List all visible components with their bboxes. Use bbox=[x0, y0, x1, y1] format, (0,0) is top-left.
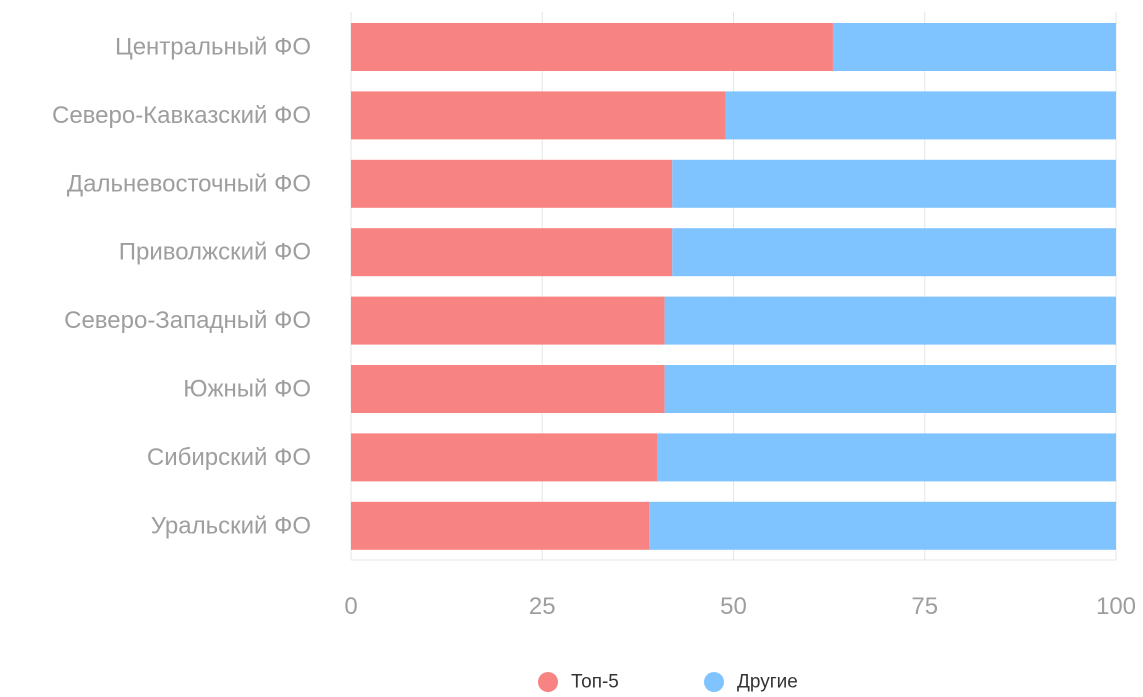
bar-other[interactable] bbox=[832, 23, 1116, 71]
category-labels: Центральный ФО Северо-Кавказский ФО Дальне… bbox=[52, 34, 311, 540]
bar-top5[interactable] bbox=[351, 228, 673, 277]
category-label: Северо-Кавказский ФО bbox=[52, 102, 311, 129]
legend-item[interactable]: Другие bbox=[704, 672, 798, 693]
x-tick-label: 75 bbox=[911, 593, 938, 620]
bar-other[interactable] bbox=[672, 228, 1116, 277]
legend-label: Топ-5 bbox=[571, 672, 619, 693]
x-tick-label: 25 bbox=[529, 593, 556, 620]
bar-top5[interactable] bbox=[351, 23, 833, 71]
category-label: Северо-Западный ФО bbox=[64, 307, 311, 334]
bar-other[interactable] bbox=[657, 433, 1116, 482]
category-label: Сибирский ФО bbox=[147, 444, 311, 471]
category-label: Центральный ФО bbox=[115, 34, 311, 61]
bar-other[interactable] bbox=[725, 91, 1116, 140]
x-tick-label: 50 bbox=[720, 593, 747, 620]
category-label: Уральский ФО bbox=[151, 512, 311, 539]
x-tick-labels: 0 25 50 75 100 bbox=[344, 593, 1136, 620]
legend-swatch-icon bbox=[538, 672, 558, 692]
bar-top5[interactable] bbox=[351, 365, 665, 413]
bar-other[interactable] bbox=[664, 365, 1116, 413]
legend-item[interactable]: Топ-5 bbox=[538, 672, 619, 693]
x-tick-label: 0 bbox=[344, 593, 357, 620]
bar-other[interactable] bbox=[672, 159, 1116, 208]
bar-other[interactable] bbox=[649, 501, 1116, 550]
bar-top5[interactable] bbox=[351, 91, 726, 140]
bar-top5[interactable] bbox=[351, 159, 673, 208]
category-label: Приволжский ФО bbox=[119, 239, 311, 266]
bar-top5[interactable] bbox=[351, 433, 657, 482]
legend-swatch-icon bbox=[704, 672, 724, 692]
legend[interactable]: Топ-5 Другие bbox=[538, 672, 798, 693]
legend-label: Другие bbox=[737, 672, 798, 693]
category-label: Дальневосточный ФО bbox=[67, 170, 311, 197]
bar-top5[interactable] bbox=[351, 501, 650, 550]
bars bbox=[351, 23, 1116, 550]
x-tick-label: 100 bbox=[1096, 593, 1136, 620]
category-label: Южный ФО bbox=[183, 376, 311, 403]
bar-other[interactable] bbox=[664, 296, 1116, 345]
bar-top5[interactable] bbox=[351, 296, 665, 345]
